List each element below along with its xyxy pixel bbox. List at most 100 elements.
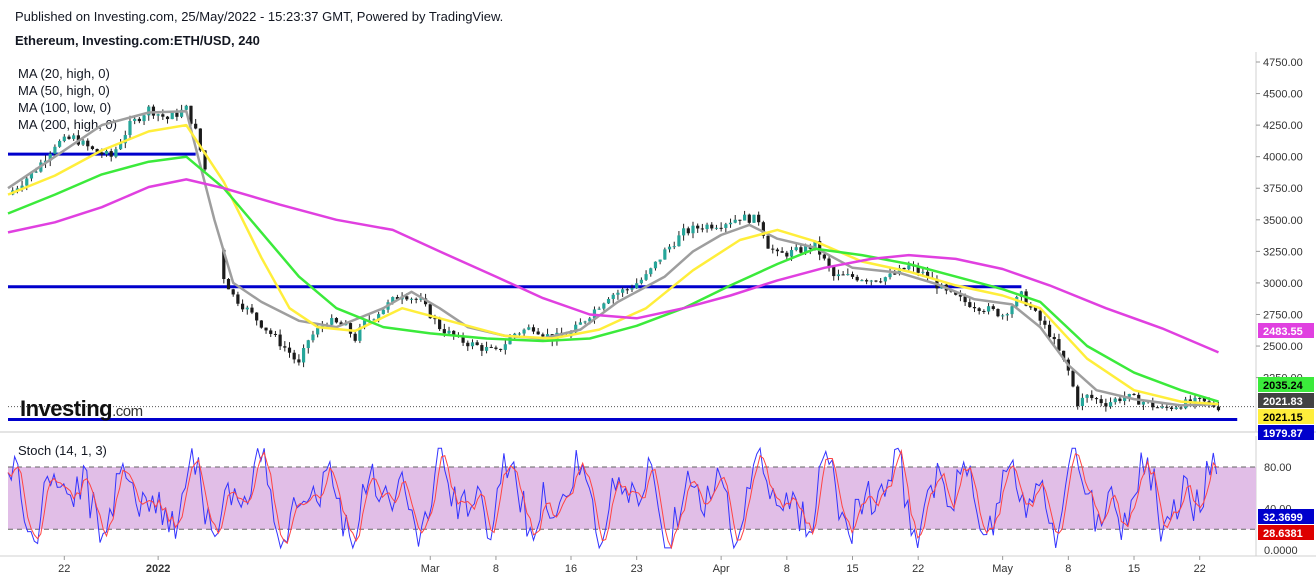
- candle-body: [1184, 399, 1188, 409]
- time-axis-label: 16: [565, 563, 577, 575]
- price-axis-label: 4500.00: [1263, 89, 1303, 101]
- price-label-bg: [1258, 393, 1314, 408]
- candle-body: [334, 318, 339, 323]
- candle-body: [958, 294, 963, 297]
- candle-body: [780, 251, 784, 253]
- candle-body: [1113, 398, 1117, 403]
- candle-body: [850, 274, 855, 277]
- candle-body: [499, 348, 503, 350]
- candle-body: [897, 267, 902, 275]
- candle-body: [991, 306, 995, 309]
- ma-legend-20: MA (20, high, 0): [18, 66, 110, 81]
- candle-body: [710, 224, 714, 229]
- candle-body: [682, 228, 686, 236]
- candle-body: [1216, 406, 1221, 411]
- time-axis-label: 22: [58, 563, 70, 575]
- candle-body: [255, 312, 259, 321]
- candle-body: [606, 298, 611, 304]
- candle-body: [1094, 398, 1099, 400]
- candle-body: [907, 265, 911, 270]
- candle-body: [803, 245, 808, 253]
- candle-body: [813, 241, 817, 249]
- candle-body: [672, 246, 676, 248]
- candle-body: [1043, 320, 1047, 325]
- candle-body: [785, 252, 789, 257]
- candle-body: [893, 273, 897, 275]
- candle-body: [574, 324, 578, 333]
- stoch-k-value: 32.3699: [1263, 512, 1303, 524]
- candle-body: [100, 152, 104, 155]
- ma-line-50: [7, 123, 1219, 406]
- candle-body: [466, 342, 470, 347]
- time-axis-label: Apr: [713, 563, 730, 575]
- candle-body: [747, 214, 751, 223]
- candle-body: [81, 140, 85, 145]
- stoch-d-line: [7, 448, 1217, 550]
- stoch-axis-label: 80.00: [1264, 462, 1292, 474]
- candle-body: [381, 309, 385, 315]
- candle-body: [128, 120, 132, 136]
- candle-body: [630, 288, 634, 290]
- candle-body: [484, 346, 489, 351]
- candle-body: [222, 249, 226, 279]
- stoch-axis-label: 0.0000: [1264, 545, 1298, 557]
- candle-body: [888, 273, 892, 278]
- candle-body: [203, 150, 207, 170]
- candle-body: [902, 267, 906, 270]
- candle-body: [879, 281, 883, 283]
- candle-body: [489, 346, 493, 348]
- candle-body: [67, 136, 71, 139]
- candle-body: [1019, 291, 1024, 297]
- time-axis-label: 2022: [146, 563, 170, 575]
- stoch-value-bg: [1258, 525, 1314, 540]
- candle-body: [1062, 350, 1066, 360]
- candle-body: [677, 235, 681, 247]
- candle-body: [1202, 397, 1206, 402]
- candle-body: [1047, 324, 1052, 337]
- candle-body: [667, 246, 672, 250]
- candle-body: [1001, 315, 1005, 317]
- stoch-k-line: [7, 446, 1218, 550]
- price-label-bg: [1258, 323, 1314, 338]
- price-label: 1979.87: [1263, 428, 1303, 440]
- candle-body: [438, 318, 442, 330]
- candle-body: [245, 307, 249, 310]
- candle-body: [818, 241, 822, 255]
- stoch-band: [8, 467, 1256, 530]
- ma-line-100: [7, 155, 1219, 403]
- candle-body: [156, 114, 160, 116]
- candle-body: [414, 298, 418, 300]
- candle-body: [175, 112, 179, 117]
- candle-body: [184, 105, 188, 110]
- candle-body: [860, 280, 864, 282]
- candle-body: [48, 153, 52, 161]
- candle-body: [738, 219, 742, 221]
- ma-legend-50: MA (50, high, 0): [18, 83, 110, 98]
- candle-body: [29, 172, 34, 179]
- candle-body: [470, 342, 475, 347]
- candle-body: [649, 268, 653, 275]
- candle-body: [841, 274, 845, 276]
- candle-body: [194, 123, 198, 129]
- candle-body: [724, 224, 728, 228]
- candle-body: [968, 302, 972, 308]
- candle-body: [527, 327, 531, 330]
- price-axis-label: 3750.00: [1263, 183, 1303, 195]
- time-axis-label: 23: [631, 563, 643, 575]
- logo-suffix: .com: [112, 403, 143, 420]
- candle-body: [653, 261, 658, 269]
- candle-body: [864, 280, 869, 282]
- candle-body: [545, 334, 550, 337]
- price-label-bg: [1258, 425, 1314, 440]
- candle-body: [822, 254, 826, 259]
- price-axis-label: 4000.00: [1263, 152, 1303, 164]
- candle-body: [189, 105, 193, 124]
- candle-body: [34, 171, 38, 173]
- candle-body: [691, 225, 695, 234]
- candle-body: [977, 308, 981, 311]
- candle-body: [311, 334, 315, 341]
- candle-body: [15, 188, 19, 191]
- candle-body: [104, 151, 109, 155]
